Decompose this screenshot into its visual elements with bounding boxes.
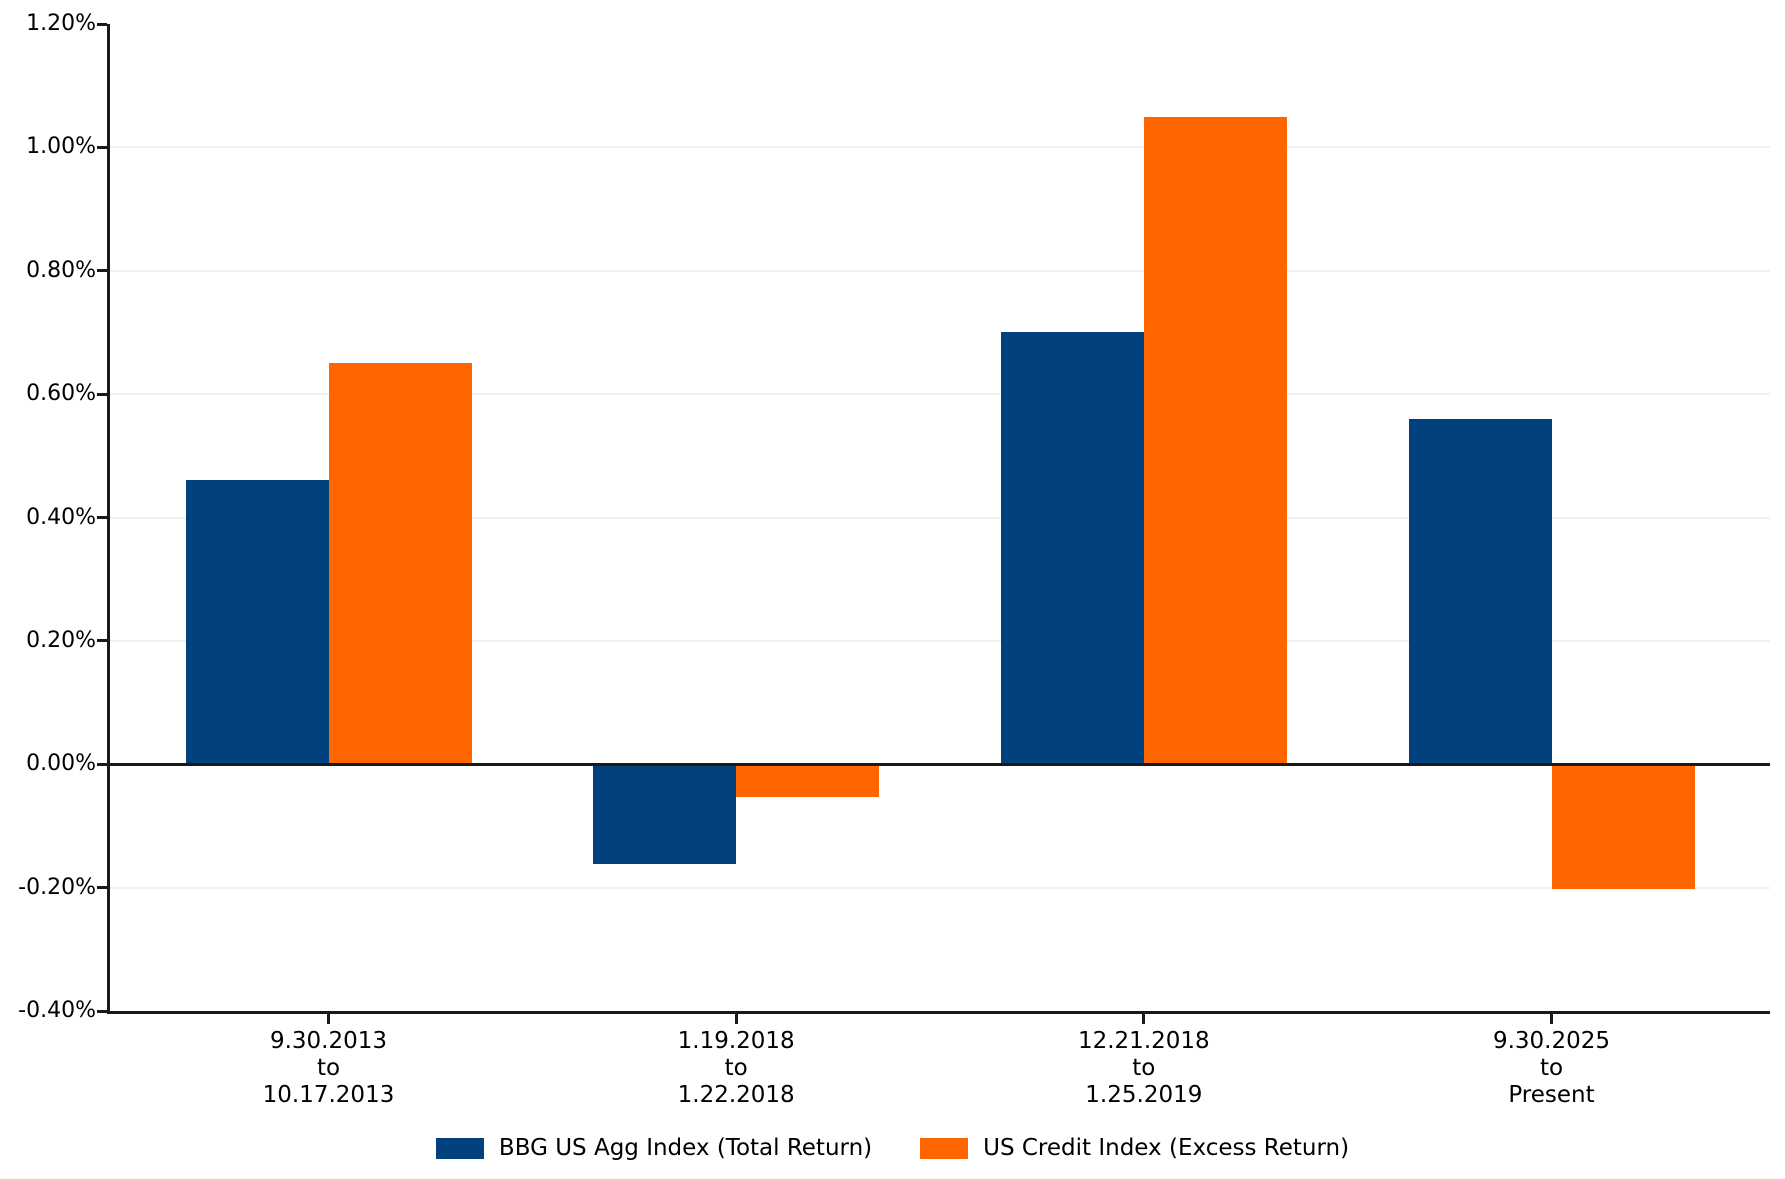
- x-tick-label-group3: 9.30.2025 to Present: [1492, 1028, 1611, 1108]
- bar-series0-group3: [1408, 418, 1552, 765]
- legend-swatch-us-credit: [920, 1137, 969, 1159]
- legend-swatch-bbg-us-agg: [435, 1137, 484, 1159]
- legend: BBG US Agg Index (Total Return) US Credi…: [0, 1126, 1785, 1170]
- gridline-1.00%: [110, 146, 1770, 149]
- x-tick-label-group1: 1.19.2018 to 1.22.2018: [677, 1028, 795, 1108]
- y-tick-label-1.20%: 1.20%: [26, 11, 96, 36]
- gridline-0.80%: [110, 269, 1770, 272]
- bar-series0-group1: [593, 765, 737, 865]
- x-tick-label-group2: 12.21.2018 to 1.25.2019: [1077, 1028, 1210, 1108]
- x-tick-mark-group2: [1142, 1014, 1146, 1024]
- y-tick-mark-0.00%: [97, 762, 107, 766]
- y-tick-mark--0.40%: [97, 1009, 107, 1013]
- gridline-0.60%: [110, 393, 1770, 396]
- gridline--0.20%: [110, 886, 1770, 889]
- bar-series1-group2: [1143, 116, 1287, 765]
- y-tick-label--0.40%: -0.40%: [18, 998, 96, 1023]
- y-tick-label-0.80%: 0.80%: [26, 257, 96, 283]
- y-tick-mark--0.20%: [97, 886, 107, 890]
- y-tick-mark-0.60%: [97, 392, 107, 396]
- x-tick-mark-group3: [1550, 1014, 1553, 1024]
- y-tick-mark-0.80%: [97, 269, 107, 273]
- zero-axis-line: [110, 762, 1770, 766]
- x-tick-label-group0: 9.30.2013 to 10.17.2013: [262, 1028, 395, 1108]
- gridline-0.20%: [110, 639, 1770, 642]
- bar-series1-group0: [328, 363, 472, 765]
- y-tick-mark-1.20%: [97, 22, 107, 26]
- y-tick-label-0.00%: 0.00%: [26, 751, 96, 777]
- y-tick-label-0.60%: 0.60%: [26, 381, 96, 407]
- y-tick-mark-0.40%: [97, 516, 107, 519]
- y-tick-mark-0.20%: [97, 639, 107, 643]
- plot-area: [97, 22, 1770, 1024]
- bar-series1-group3: [1551, 765, 1695, 890]
- bar-series0-group0: [185, 480, 329, 765]
- legend-label-us-credit: US Credit Index (Excess Return): [983, 1135, 1350, 1161]
- bar-series0-group2: [1000, 332, 1144, 765]
- y-tick-mark-1.00%: [97, 145, 107, 149]
- legend-item-bbg-us-agg: BBG US Agg Index (Total Return): [435, 1135, 873, 1161]
- y-tick-label-0.20%: 0.20%: [26, 627, 96, 653]
- gridline-0.40%: [110, 516, 1770, 519]
- legend-label-bbg-us-agg: BBG US Agg Index (Total Return): [498, 1135, 873, 1161]
- x-tick-mark-group0: [327, 1014, 330, 1024]
- x-tick-mark-group1: [734, 1014, 738, 1024]
- bar-series1-group1: [736, 765, 880, 797]
- y-tick-label-1.00%: 1.00%: [26, 134, 96, 160]
- y-tick-label-0.40%: 0.40%: [26, 504, 96, 530]
- legend-item-us-credit: US Credit Index (Excess Return): [920, 1135, 1349, 1161]
- y-tick-label--0.20%: -0.20%: [18, 874, 96, 900]
